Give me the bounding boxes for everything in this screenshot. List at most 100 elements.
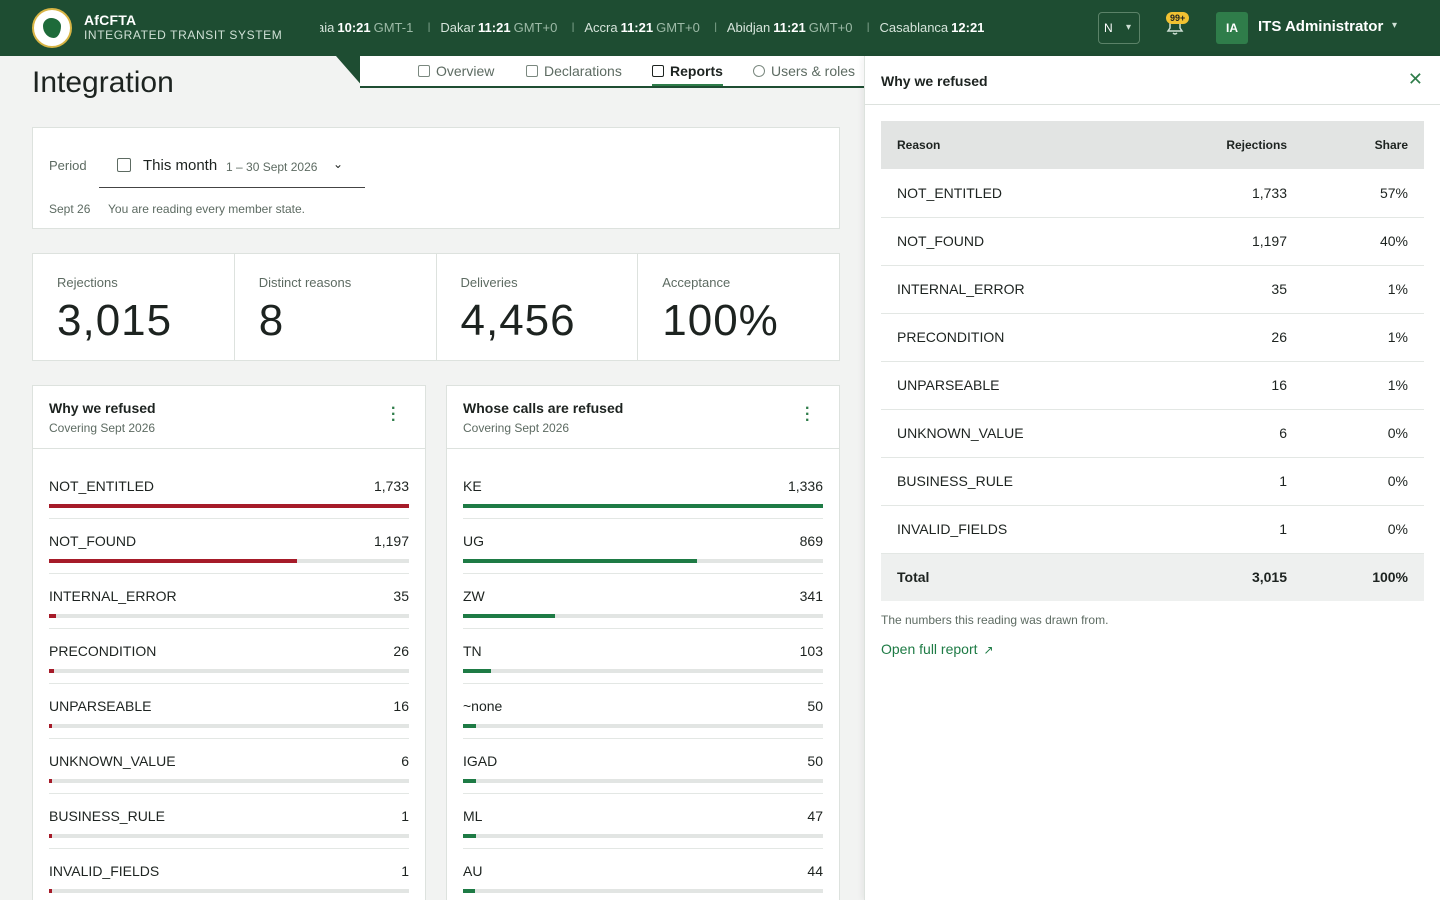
bar-track — [463, 834, 823, 838]
column-header-rejections[interactable]: Rejections — [1171, 121, 1303, 169]
bar-track — [49, 889, 409, 893]
reasons-card: Why we refused Covering Sept 2026 · · · NO… — [32, 385, 426, 900]
kpi-value: 3,015 — [57, 296, 173, 345]
tab-users-roles[interactable]: Users & roles — [753, 62, 855, 86]
list-item[interactable]: ZW 341 — [463, 574, 823, 629]
total-label: Total — [881, 553, 1171, 601]
list-item[interactable]: INVALID_FIELDS 1 — [49, 849, 409, 900]
kpi-row: Rejections 3,015 Distinct reasons 8 Delive… — [32, 253, 840, 361]
list-item[interactable]: UNPARSEABLE 16 — [49, 684, 409, 739]
column-header-share[interactable]: Share — [1303, 121, 1424, 169]
total-rejections: 3,015 — [1171, 553, 1303, 601]
cell-rejections: 1 — [1171, 505, 1303, 554]
bar-track — [463, 779, 823, 783]
item-value: 16 — [393, 698, 409, 714]
card-title: Why we refused — [49, 400, 156, 416]
kpi-value: 4,456 — [460, 296, 576, 345]
list-item[interactable]: BUSINESS_RULE 1 — [49, 794, 409, 849]
list-item[interactable]: AU 44 — [463, 849, 823, 900]
tab-reports[interactable]: Reports — [652, 62, 723, 86]
item-label: INTERNAL_ERROR — [49, 588, 177, 604]
chevron-down-icon[interactable]: ▾ — [1392, 20, 1398, 31]
bar-track — [49, 504, 409, 508]
item-value: 26 — [393, 643, 409, 659]
list-item[interactable]: TN 103 — [463, 629, 823, 684]
detail-panel: Why we refused ✕ Reason Rejections Share… — [864, 56, 1440, 900]
period-note: You are reading every member state. — [108, 202, 305, 216]
cell-reason: BUSINESS_RULE — [881, 457, 1171, 506]
item-label: PRECONDITION — [49, 643, 157, 659]
period-select[interactable]: This month 1 – 30 Sept 2026 ⌄ — [99, 146, 365, 188]
bar-track — [463, 724, 823, 728]
table-row: PRECONDITION 26 1% — [881, 313, 1424, 362]
kpi-distinct-reasons: Distinct reasons 8 — [235, 254, 437, 360]
table-row: UNPARSEABLE 16 1% — [881, 361, 1424, 410]
afcfta-logo[interactable] — [32, 8, 72, 48]
kpi-deliveries: Deliveries 4,456 — [437, 254, 639, 360]
table-header-row: Reason Rejections Share — [881, 121, 1424, 169]
callers-list: KE 1,336 UG 869 ZW 341 TN 103 ~none 50 IGAD 50 ML 47 A… — [463, 464, 823, 900]
reasons-list: NOT_ENTITLED 1,733 NOT_FOUND 1,197 INTERNAL_… — [49, 464, 409, 900]
bar-fill — [463, 559, 697, 563]
list-item[interactable]: ML 47 — [463, 794, 823, 849]
cell-reason: INTERNAL_ERROR — [881, 265, 1171, 314]
top-bar: AfCFTA INTEGRATED TRANSIT SYSTEM Praia10… — [0, 0, 1440, 56]
language-select[interactable]: N ▾ — [1098, 12, 1140, 44]
column-header-reason[interactable]: Reason — [881, 121, 1171, 169]
user-name[interactable]: ITS Administrator — [1258, 18, 1384, 35]
cell-rejections: 1 — [1171, 457, 1303, 506]
bar-fill — [463, 669, 491, 673]
kpi-label: Acceptance — [662, 275, 731, 290]
table-icon — [652, 65, 664, 77]
more-vertical-icon[interactable]: · · · — [805, 400, 811, 429]
list-item[interactable]: UNKNOWN_VALUE 6 — [49, 739, 409, 794]
external-link-icon: ↗ — [983, 643, 994, 657]
period-range: 1 – 30 Sept 2026 — [226, 160, 318, 174]
kpi-rejections: Rejections 3,015 — [33, 254, 235, 360]
bar-fill — [49, 724, 53, 728]
cell-rejections: 16 — [1171, 361, 1303, 410]
item-value: 35 — [393, 588, 409, 604]
cell-reason: NOT_ENTITLED — [881, 169, 1171, 218]
total-share: 100% — [1303, 553, 1424, 601]
bar-track — [463, 504, 823, 508]
item-value: 1,197 — [373, 533, 409, 549]
list-item[interactable]: UG 869 — [463, 519, 823, 574]
document-icon — [526, 65, 538, 77]
list-item[interactable]: INTERNAL_ERROR 35 — [49, 574, 409, 629]
item-value: 103 — [799, 643, 823, 659]
bar-fill — [463, 834, 476, 838]
list-item[interactable]: KE 1,336 — [463, 464, 823, 519]
tab-overview[interactable]: Overview — [418, 62, 494, 86]
tab-bar: Overview Declarations Reports Users & ro… — [360, 56, 864, 88]
brand: AfCFTA INTEGRATED TRANSIT SYSTEM — [84, 12, 282, 43]
kpi-label: Distinct reasons — [258, 275, 352, 290]
item-value: 44 — [807, 863, 823, 879]
list-item[interactable]: ~none 50 — [463, 684, 823, 739]
bar-track — [463, 614, 823, 618]
list-item[interactable]: PRECONDITION 26 — [49, 629, 409, 684]
calendar-icon — [117, 158, 131, 172]
avatar[interactable]: IA — [1216, 12, 1248, 44]
brand-subtitle: INTEGRATED TRANSIT SYSTEM — [84, 28, 283, 42]
item-label: UNPARSEABLE — [49, 698, 152, 714]
item-label: BUSINESS_RULE — [49, 808, 165, 824]
kpi-label: Rejections — [57, 275, 118, 290]
period-value: This month — [143, 157, 218, 174]
chevron-down-icon: ⌄ — [333, 157, 344, 171]
bar-track — [463, 559, 823, 563]
more-vertical-icon[interactable]: · · · — [391, 400, 397, 429]
list-item[interactable]: NOT_ENTITLED 1,733 — [49, 464, 409, 519]
callers-card: Whose calls are refused Covering Sept 20… — [446, 385, 840, 900]
cell-share: 1% — [1303, 265, 1424, 314]
list-item[interactable]: IGAD 50 — [463, 739, 823, 794]
bar-track — [49, 669, 409, 673]
list-item[interactable]: NOT_FOUND 1,197 — [49, 519, 409, 574]
cell-share: 0% — [1303, 505, 1424, 554]
close-icon[interactable]: ✕ — [1407, 69, 1423, 89]
bar-track — [49, 779, 409, 783]
open-full-report-link[interactable]: Open full report ↗ — [881, 641, 994, 657]
period-card: Period This month 1 – 30 Sept 2026 ⌄ Sep… — [32, 127, 840, 229]
bar-fill — [463, 889, 475, 893]
tab-declarations[interactable]: Declarations — [526, 62, 622, 86]
